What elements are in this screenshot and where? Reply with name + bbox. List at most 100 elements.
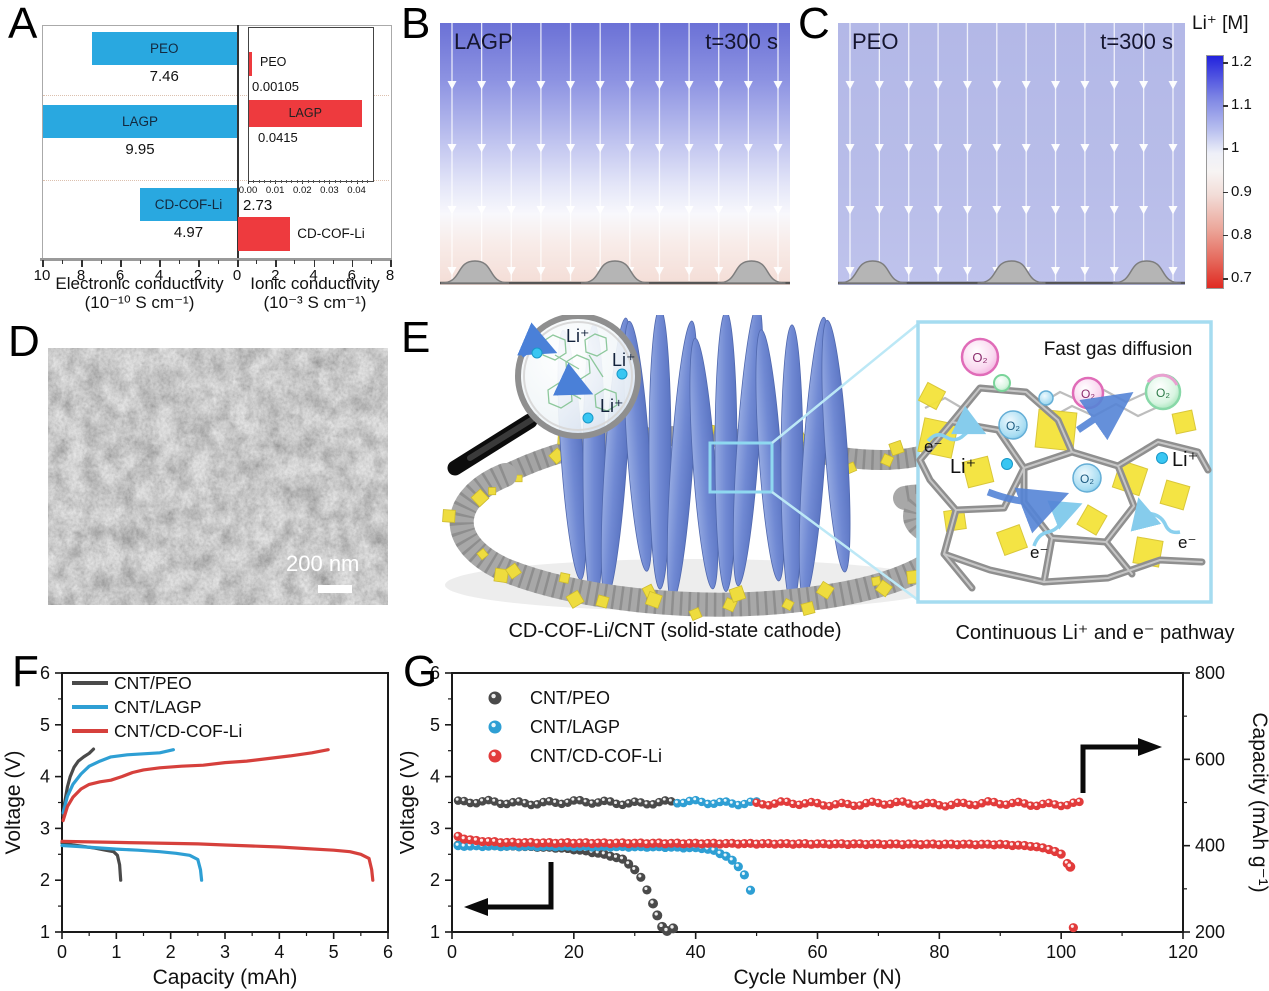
panel-label-f: F: [12, 647, 39, 696]
a-minor-tick: [178, 260, 180, 264]
a-bar-label: CD-COF-Li: [154, 197, 223, 212]
svg-text:CNT/PEO: CNT/PEO: [530, 688, 610, 708]
a-left-axis-unit: (10⁻¹⁰ S cm⁻¹): [84, 293, 195, 312]
panel-d-sem-image: 200 nm: [48, 348, 388, 605]
a-inset-minor-tick: [275, 180, 277, 183]
svg-text:1: 1: [40, 922, 50, 942]
a-inset-minor-tick: [258, 180, 260, 183]
a-inset-minor-tick: [264, 180, 266, 183]
svg-text:80: 80: [929, 942, 949, 962]
svg-text:CNT/CD-COF-Li: CNT/CD-COF-Li: [114, 721, 242, 741]
svg-text:4: 4: [430, 767, 440, 787]
a-inset-minor-tick: [361, 180, 363, 183]
a-minor-tick: [370, 260, 372, 264]
a-bar-value: 9.95: [125, 141, 155, 158]
a-tick: [351, 260, 354, 267]
a-tick-label: 8: [76, 267, 86, 284]
svg-text:4: 4: [274, 942, 284, 962]
a-tick-label: 6: [115, 267, 125, 284]
svg-text:6: 6: [40, 663, 50, 683]
e-o2-text-5: O₂: [1080, 472, 1094, 486]
a-plot-area: PEO 7.46 LAGP 9.95 CD-COF-Li 4.97 2.73 CD-COF-L…: [0, 0, 400, 315]
e-caption-right: Continuous Li⁺ and e⁻ pathway: [955, 622, 1235, 644]
e-electron-label-1: e⁻: [924, 437, 942, 456]
svg-text:CNT/PEO: CNT/PEO: [114, 673, 192, 693]
e-li-ion-dot-1: [531, 347, 543, 359]
colorbar-title: Li⁺ [M]: [1192, 13, 1249, 34]
a-axis-line: [40, 258, 392, 261]
svg-text:40: 40: [686, 942, 706, 962]
svg-text:600: 600: [1195, 749, 1225, 769]
a-tick-label: 4: [154, 267, 164, 284]
a-minor-tick: [294, 260, 296, 264]
a-inset-minor-tick: [291, 180, 293, 183]
b-electrode-bump: [580, 260, 650, 284]
panel-label-e: E: [401, 313, 431, 362]
a-inset-minor-tick: [285, 180, 287, 183]
b-field: [440, 23, 790, 285]
b-electrode-bump: [440, 260, 510, 284]
svg-text:4: 4: [40, 767, 50, 787]
a-tick: [198, 260, 200, 267]
e-o2-bubble-green-small: [993, 374, 1011, 392]
svg-text:0: 0: [447, 942, 457, 962]
a-tick-label: 2: [271, 267, 280, 284]
d-scalebar-label: 200 nm: [286, 551, 360, 576]
panel-c-peo-simulation: PEO t=300 s: [838, 23, 1185, 285]
colorbar-tick-label: 0.9: [1231, 182, 1252, 200]
svg-text:5: 5: [40, 715, 50, 735]
e-li-flow-arrow-2: [1076, 391, 1134, 441]
colorbar-tick-label: 1: [1231, 139, 1240, 157]
svg-text:120: 120: [1168, 942, 1198, 962]
svg-text:Cycle Number (N): Cycle Number (N): [733, 966, 901, 989]
panel-label-b: B: [401, 0, 431, 48]
g-left-axis-arrow: [486, 862, 554, 910]
a-inset-bar-PEO: [249, 52, 252, 76]
a-inset-minor-tick: [296, 180, 298, 183]
e-o2-bubble-blue-small: [1038, 390, 1054, 406]
e-inset-li-dot-1: [1001, 458, 1013, 470]
a-bar-electronic-PEO: [91, 32, 237, 65]
e-li-ion-dot-3: [582, 412, 594, 424]
a-tick: [237, 260, 239, 267]
a-tick: [275, 260, 277, 267]
a-minor-tick: [256, 260, 258, 264]
a-inset-minor-tick: [307, 180, 309, 183]
colorbar-tick: [1223, 191, 1228, 194]
e-li-flow-arrow-1: [986, 487, 1070, 534]
a-inset-label: PEO: [260, 55, 287, 69]
svg-text:6: 6: [383, 942, 393, 962]
e-li-label-2: Li⁺: [612, 350, 636, 370]
svg-text:6: 6: [430, 663, 440, 683]
a-gridline: [43, 95, 389, 96]
e-o2-text-3: O₂: [1156, 386, 1170, 400]
svg-text:1: 1: [111, 942, 121, 962]
e-zoom-source-box: [708, 441, 774, 494]
e-inset-li-label-2: Li⁺: [1172, 449, 1198, 471]
svg-text:Capacity (mAh): Capacity (mAh): [153, 966, 298, 989]
colorbar-gradient: [1206, 55, 1224, 289]
svg-text:800: 800: [1195, 663, 1225, 683]
svg-text:Voltage (V): Voltage (V): [400, 751, 419, 855]
svg-text:400: 400: [1195, 836, 1225, 856]
e-inset-li-dot-2: [1156, 452, 1168, 464]
a-bar-electronic-LAGP: [42, 105, 237, 138]
e-li-ion-dot-2: [616, 368, 628, 380]
f-curve-charge-CNT-CD-COF-Li: [61, 748, 330, 823]
f-curve-discharge-CNT-LAGP: [60, 843, 204, 882]
a-inset-tick-label: 0.04: [347, 185, 366, 196]
e-zoom-connector-top: [771, 323, 919, 444]
svg-text:100: 100: [1046, 942, 1076, 962]
a-tick-label: 2: [193, 267, 203, 284]
svg-text:Voltage (V): Voltage (V): [2, 751, 25, 855]
colorbar-tick-label: 1.2: [1231, 53, 1252, 70]
e-electron-path-3: [1130, 497, 1181, 535]
panel-g-cycling-chart: 0 20 40 60 80 100 120 1 2 3 4 5 6 200 400 600 800 Cycle N…: [400, 650, 1269, 991]
a-right-axis-unit: (10⁻³ S cm⁻¹): [263, 293, 367, 312]
colorbar-tick-label: 1.1: [1231, 96, 1252, 114]
svg-text:3: 3: [40, 818, 50, 838]
a-left-axis-label: Electronic conductivity: [55, 274, 224, 293]
a-right-axis-label: Ionic conductivity: [250, 274, 380, 293]
c-electrode-bump: [977, 260, 1046, 284]
a-tick-label: 8: [385, 267, 395, 284]
